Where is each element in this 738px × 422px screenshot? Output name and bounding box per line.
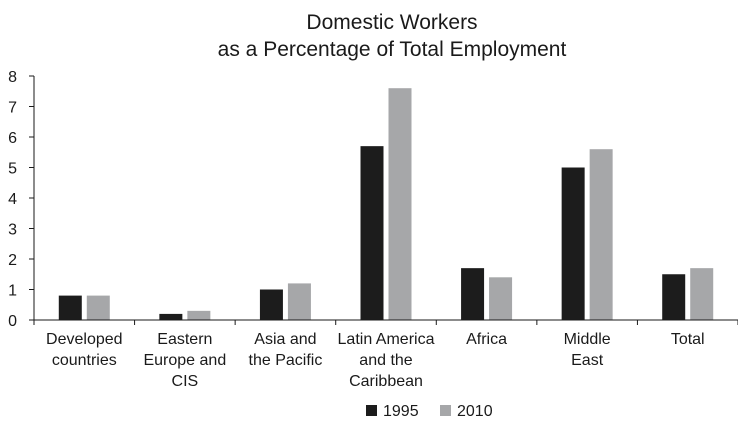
category-label: the Pacific [249, 352, 323, 369]
category-label: and the [359, 352, 412, 369]
title-line-1: as a Percentage of Total Employment [218, 38, 567, 61]
category-label: Eastern [157, 331, 212, 348]
bar-1995-0 [58, 295, 82, 320]
category-label: countries [52, 352, 117, 369]
legend: 1995 2010 [366, 403, 493, 420]
category-label: East [571, 352, 604, 369]
y-tick-label: 2 [8, 252, 17, 269]
y-tick-label: 8 [8, 69, 17, 86]
title-line-0: Domestic Workers [306, 11, 477, 34]
x-axis: Developed countries Eastern Europe and CIS As… [33, 319, 738, 390]
legend-swatch-2010 [440, 405, 451, 416]
y-tick-label: 1 [8, 283, 17, 300]
category-label: Africa [466, 331, 507, 348]
y-tick-label: 3 [8, 222, 17, 239]
bar-1995-3 [360, 146, 384, 320]
y-tick-label: 7 [8, 100, 17, 117]
category-label: Europe and [143, 352, 226, 369]
category-label: Middle [564, 331, 611, 348]
y-tick-label: 0 [8, 313, 17, 330]
chart-title: Domestic Workers as a Percentage of Total… [218, 11, 567, 61]
bar-1995-6 [662, 274, 686, 320]
bar-2010-5 [589, 149, 613, 320]
category-label: Total [671, 331, 705, 348]
bar-2010-1 [187, 310, 211, 320]
bar-2010-2 [287, 283, 311, 320]
category-label: Developed [46, 331, 123, 348]
y-tick-label: 5 [8, 161, 17, 178]
legend-label: 1995 [383, 403, 419, 420]
bars [58, 88, 714, 320]
bar-2010-6 [690, 268, 714, 320]
bar-2010-0 [86, 295, 110, 320]
y-tick-label: 4 [8, 191, 17, 208]
category-label: Caribbean [349, 373, 423, 390]
y-axis: 0 1 2 3 4 5 6 7 8 [8, 69, 35, 330]
legend-swatch-1995 [366, 405, 377, 416]
category-label: Asia and [254, 331, 316, 348]
bar-1995-5 [561, 167, 585, 320]
bar-2010-3 [388, 88, 412, 320]
bar-1995-2 [259, 289, 283, 320]
category-label: CIS [172, 373, 199, 390]
legend-label: 2010 [457, 403, 493, 420]
category-label: Latin America [338, 331, 435, 348]
y-tick-label: 6 [8, 130, 17, 147]
bar-1995-4 [461, 268, 485, 320]
bar-2010-4 [489, 277, 513, 320]
bar-1995-1 [159, 313, 183, 320]
